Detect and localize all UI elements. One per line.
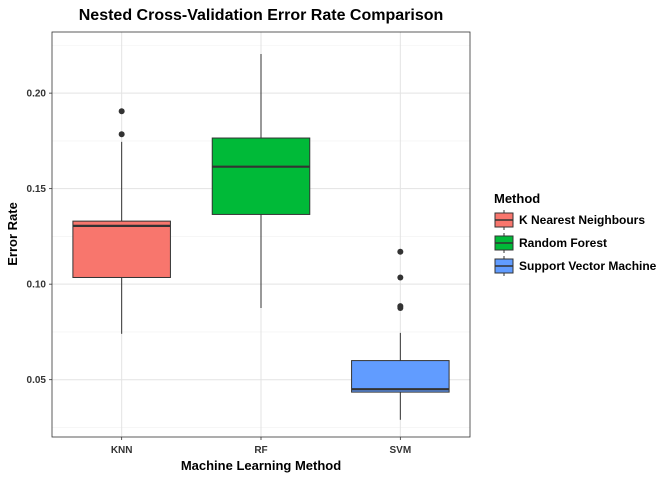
box-body <box>72 220 171 278</box>
legend-title: Method <box>494 191 540 206</box>
x-tick-label: KNN <box>111 445 133 456</box>
outlier-point <box>397 248 404 255</box>
legend-item: Random Forest <box>494 233 607 253</box>
outlier-point <box>118 108 125 115</box>
legend: Method K Nearest Neighbours Random Forest… <box>494 191 657 276</box>
x-axis: KNN RF SVM <box>111 437 411 456</box>
y-tick-label: 0.10 <box>27 280 47 291</box>
legend-label: Support Vector Machine <box>519 259 657 273</box>
chart-title: Nested Cross-Validation Error Rate Compa… <box>79 7 444 24</box>
legend-label: K Nearest Neighbours <box>519 213 645 227</box>
y-tick-label: 0.15 <box>27 184 47 195</box>
outlier-point <box>397 274 404 281</box>
plot-panel <box>51 31 471 438</box>
legend-item: K Nearest Neighbours <box>494 210 645 230</box>
box-svm <box>351 248 450 420</box>
y-axis-title: Error Rate <box>5 202 20 266</box>
outlier-point <box>118 131 125 138</box>
y-tick-label: 0.05 <box>27 375 47 386</box>
box-layer <box>72 53 450 420</box>
x-tick-label: RF <box>254 445 267 456</box>
box-knn <box>72 108 171 334</box>
legend-item: Support Vector Machine <box>494 256 657 276</box>
outlier-point <box>397 303 404 310</box>
x-axis-title: Machine Learning Method <box>181 458 341 473</box>
box-body <box>211 137 311 215</box>
y-axis: 0.05 0.10 0.15 0.20 <box>27 89 52 386</box>
box-rf <box>211 53 311 309</box>
legend-label: Random Forest <box>519 236 607 250</box>
legend-items: K Nearest Neighbours Random Forest Support… <box>494 210 657 276</box>
box-body <box>351 360 450 393</box>
x-tick-label: SVM <box>389 445 411 456</box>
y-tick-label: 0.20 <box>27 89 47 100</box>
